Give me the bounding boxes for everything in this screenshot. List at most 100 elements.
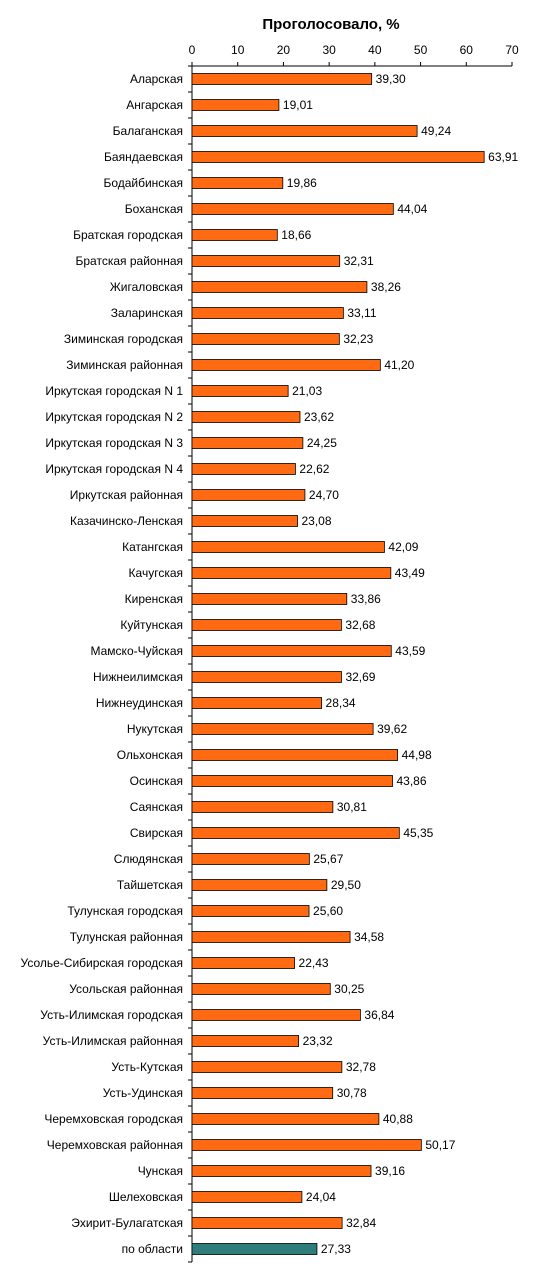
bar (191, 619, 342, 631)
data-label: 30,25 (334, 982, 364, 996)
category-label: Зиминская городская (64, 332, 183, 346)
data-label: 43,59 (395, 644, 425, 658)
bar (191, 1113, 380, 1125)
data-label: 44,98 (402, 748, 432, 762)
category-label: Иркутская городская N 3 (45, 436, 183, 450)
x-tick-label: 0 (189, 43, 196, 57)
category-label: Черемховская районная (47, 1138, 183, 1152)
bar (191, 879, 328, 891)
data-label: 23,08 (302, 514, 332, 528)
category-label: Чунская (138, 1164, 183, 1178)
x-tick-label: 10 (231, 43, 245, 57)
data-label: 39,62 (377, 722, 407, 736)
bar (191, 177, 284, 189)
category-label: по области (122, 1242, 183, 1256)
category-label: Мамско-Чуйская (91, 644, 184, 658)
data-label: 32,69 (345, 670, 375, 684)
category-label: Братская городская (73, 228, 183, 242)
category-label: Куйтунская (120, 618, 183, 632)
chart-title: Проголосовало, % (262, 16, 399, 33)
bar (191, 229, 278, 241)
data-label: 19,01 (283, 98, 313, 112)
bar (191, 749, 399, 761)
data-label: 21,03 (292, 384, 322, 398)
value-labels: 39,30 19,01 49,24 63,91 19,86 44,04 18,66 32,31… (281, 72, 518, 1256)
data-label: 25,67 (313, 852, 343, 866)
bar (191, 775, 393, 787)
category-label: Жигаловская (110, 280, 183, 294)
bar (191, 1191, 303, 1203)
category-label: Черемховская городская (44, 1112, 183, 1126)
data-label: 23,62 (304, 410, 334, 424)
data-label: 22,43 (299, 956, 329, 970)
bar (191, 671, 342, 683)
bar (191, 411, 301, 423)
bar (191, 645, 392, 657)
category-label: Усть-Илимская городская (40, 1008, 183, 1022)
category-label: Качугская (129, 566, 183, 580)
bar (191, 1217, 343, 1229)
category-label: Иркутская городская N 1 (45, 384, 183, 398)
bar (191, 281, 368, 293)
bar (191, 957, 295, 969)
category-label: Саянская (130, 800, 183, 814)
data-label: 23,32 (303, 1034, 333, 1048)
bar (191, 255, 341, 267)
data-label: 29,50 (331, 878, 361, 892)
bar (191, 723, 374, 735)
bar (191, 1035, 300, 1047)
bar (191, 385, 289, 397)
data-label: 36,84 (364, 1008, 394, 1022)
data-label: 44,04 (397, 202, 427, 216)
bar (191, 463, 296, 475)
category-label: Иркутская городская N 4 (45, 462, 183, 476)
bar (191, 437, 304, 449)
bar (191, 593, 348, 605)
category-label: Зиминская районная (66, 358, 183, 372)
data-label: 27,33 (321, 1242, 351, 1256)
category-label: Бодайбинская (103, 176, 183, 190)
bar (191, 359, 381, 371)
data-label: 41,20 (384, 358, 414, 372)
bar (191, 931, 351, 943)
category-label: Тулунская районная (70, 930, 183, 944)
bar (191, 697, 322, 709)
data-label: 39,16 (375, 1164, 405, 1178)
category-label: Иркутская городская N 2 (45, 410, 183, 424)
category-label: Братская районная (76, 254, 184, 268)
data-label: 18,66 (281, 228, 311, 242)
category-label: Катангская (122, 540, 183, 554)
data-label: 40,88 (383, 1112, 413, 1126)
bar (191, 1165, 372, 1177)
data-label: 38,26 (371, 280, 401, 294)
bar (191, 151, 485, 163)
category-label: Балаганская (113, 124, 183, 138)
bar (191, 515, 298, 527)
bar (191, 1009, 361, 1021)
bar (191, 489, 306, 501)
bars (191, 73, 485, 1255)
data-label: 19,86 (287, 176, 317, 190)
bar (191, 73, 373, 85)
bar (191, 333, 340, 345)
data-label: 43,86 (397, 774, 427, 788)
bar (191, 307, 344, 319)
category-label: Усольская районная (69, 982, 183, 996)
bar (191, 125, 418, 137)
data-label: 43,49 (395, 566, 425, 580)
data-label: 30,81 (337, 800, 367, 814)
bar (191, 827, 400, 839)
x-tick-label: 50 (414, 43, 428, 57)
bar (191, 567, 392, 579)
x-tick-label: 60 (460, 43, 474, 57)
category-label: Казачинско-Ленская (70, 514, 183, 528)
data-label: 28,34 (326, 696, 356, 710)
data-label: 49,24 (421, 124, 451, 138)
category-label: Заларинская (111, 306, 183, 320)
category-label: Ольхонская (117, 748, 183, 762)
category-label: Нукутская (127, 722, 183, 736)
category-label: Ангарская (126, 98, 183, 112)
category-label: Усть-Кутская (111, 1060, 183, 1074)
category-label: Осинская (130, 774, 183, 788)
